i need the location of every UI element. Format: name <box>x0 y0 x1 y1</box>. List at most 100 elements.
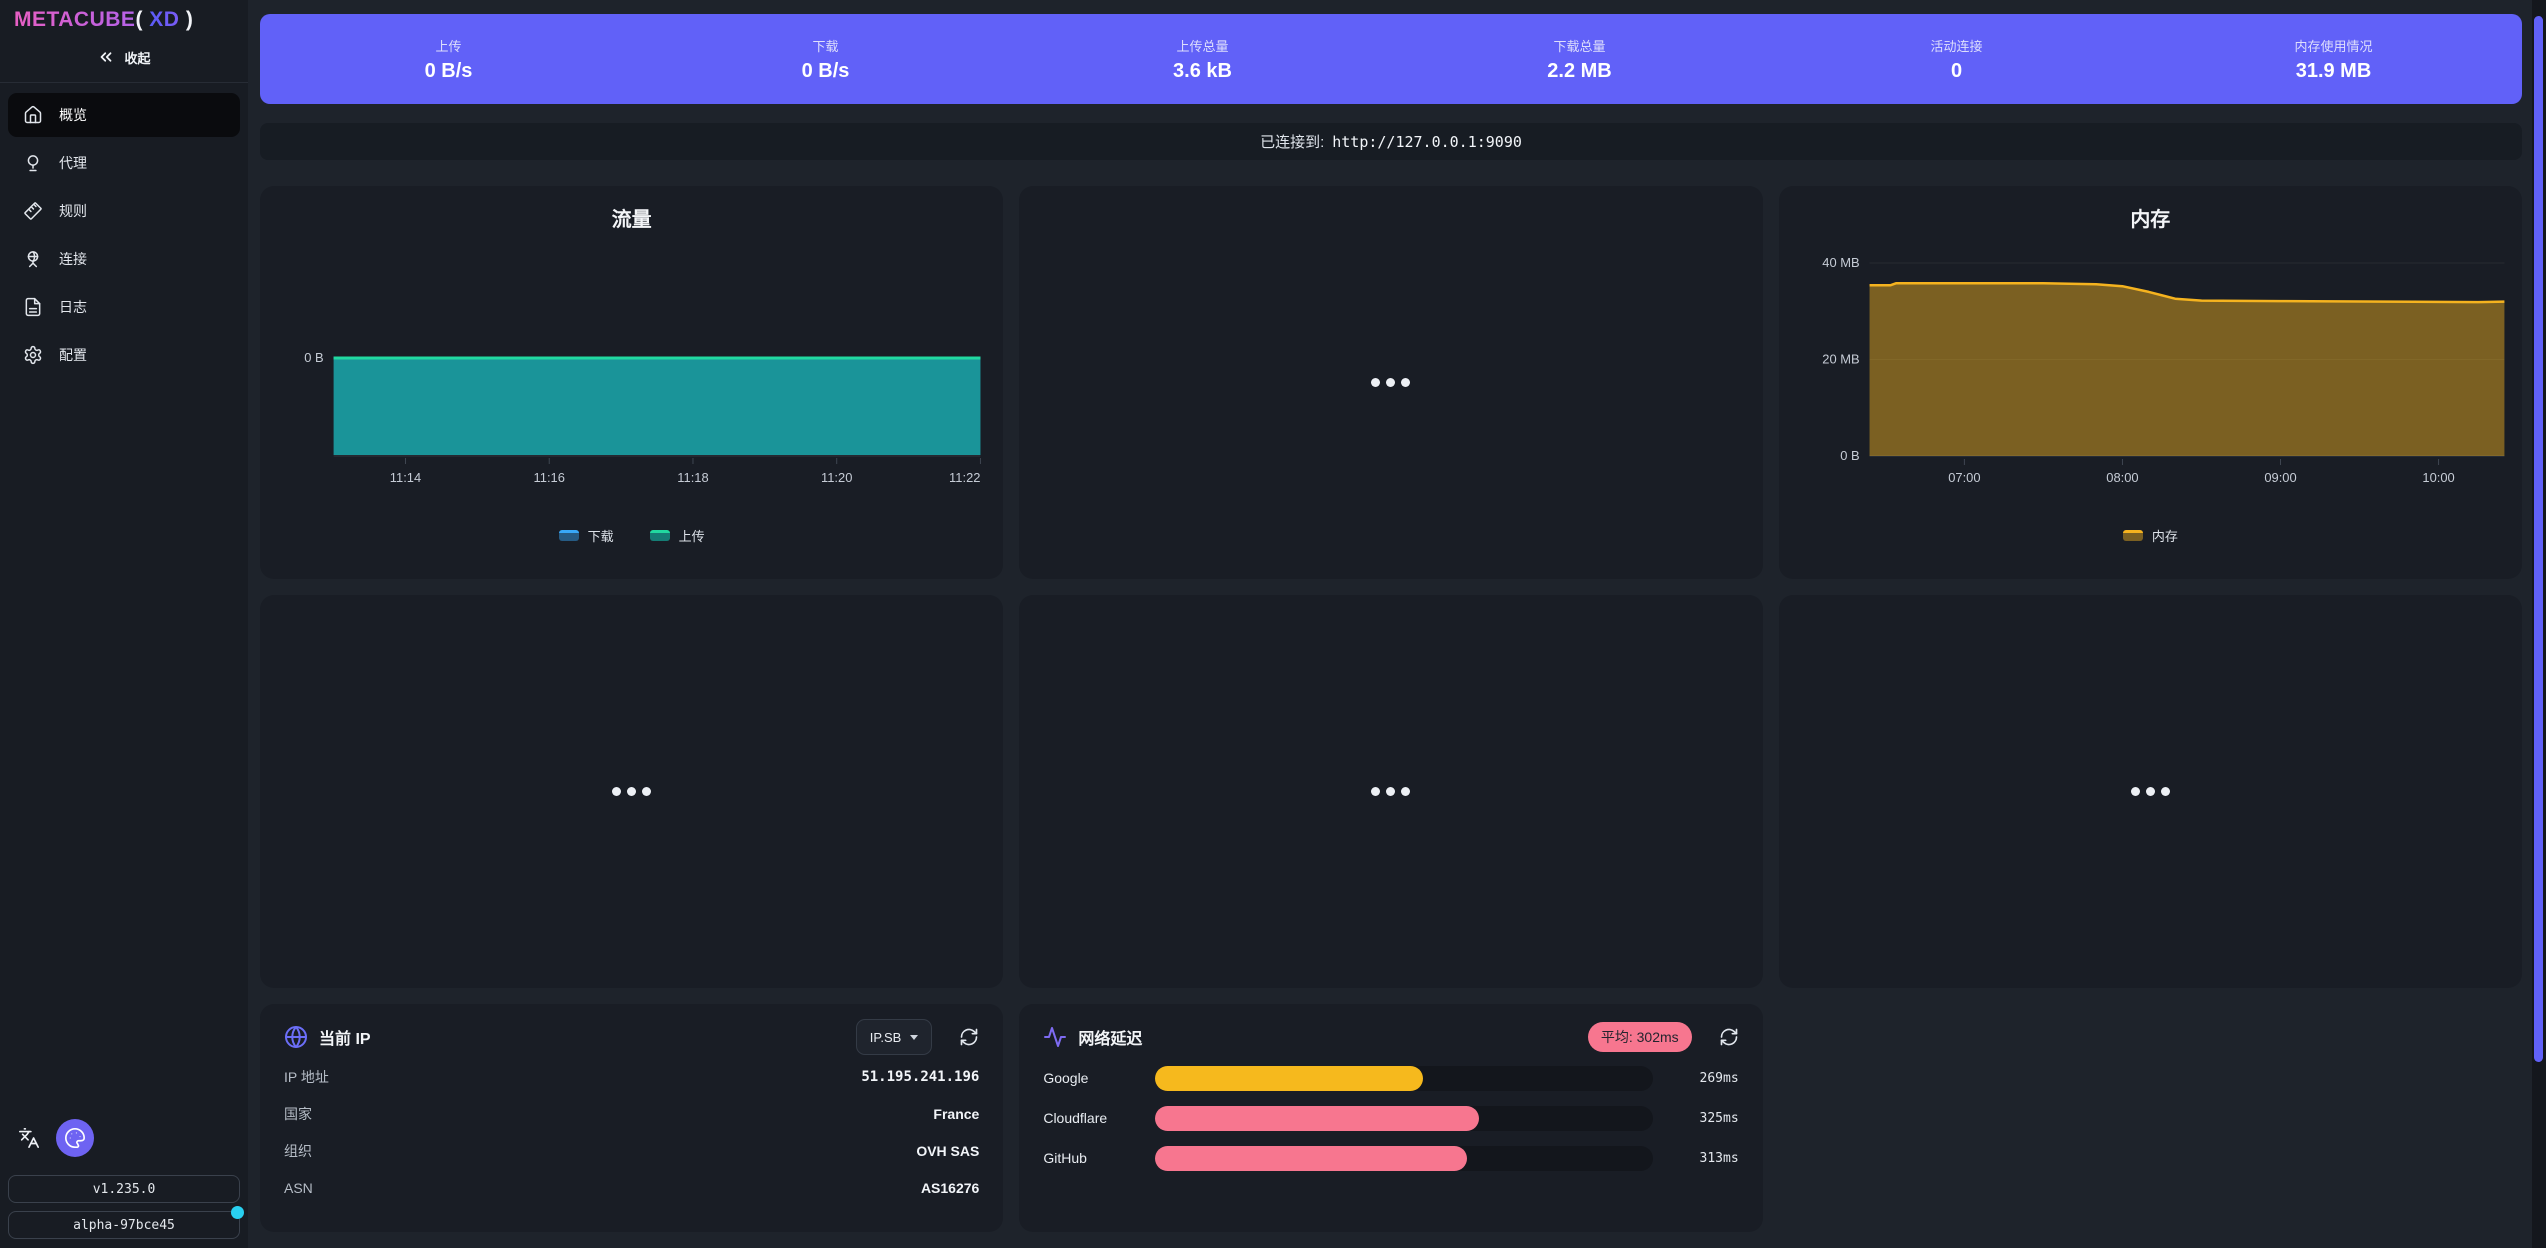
svg-text:0 B: 0 B <box>304 350 323 365</box>
chevron-down-icon <box>910 1034 919 1040</box>
loading-dots <box>2128 783 2173 801</box>
loading-card <box>260 595 1004 988</box>
refresh-icon <box>959 1027 979 1047</box>
legend-swatch <box>2122 530 2143 541</box>
stat-upload-total: 上传总量 3.6 kB <box>1014 14 1391 104</box>
ip-source-selected: IP.SB <box>869 1029 902 1045</box>
sidebar-item-config[interactable]: 配置 <box>8 333 240 377</box>
globe-stand-icon <box>23 249 43 269</box>
stat-label: 内存使用情况 <box>2294 38 2373 54</box>
stat-value: 0 <box>1950 59 1963 82</box>
memory-chart-card: 内存 40 MB 20 MB 0 B 07:00 08:00 09:00 10:00 内存 <box>1778 186 2522 579</box>
loading-dots <box>609 783 654 801</box>
build-version-label: alpha-97bce45 <box>73 1217 175 1233</box>
sidebar-item-label: 配置 <box>59 347 87 363</box>
svg-text:20 MB: 20 MB <box>1822 351 1859 366</box>
stat-label: 下载 <box>812 38 839 54</box>
ip-row-country: 国家 France <box>284 1095 979 1132</box>
sidebar-item-overview[interactable]: 概览 <box>8 93 240 137</box>
row-value: 51.195.241.196 <box>861 1068 980 1085</box>
stat-value: 3.6 kB <box>1173 59 1232 82</box>
theme-palette-button[interactable] <box>56 1119 94 1157</box>
sidebar-item-connections[interactable]: 连接 <box>8 237 240 281</box>
stat-value: 31.9 MB <box>2295 59 2372 82</box>
traffic-chart-card: 流量 0 B 11:14 11:16 11:18 11:20 11:22 下载 上传 <box>260 186 1004 579</box>
row-value: France <box>933 1105 980 1122</box>
ip-refresh-button[interactable] <box>959 1027 979 1047</box>
latency-refresh-button[interactable] <box>1719 1027 1739 1047</box>
svg-text:10:00: 10:00 <box>2422 470 2454 485</box>
sidebar-item-label: 概览 <box>59 107 87 123</box>
svg-text:11:22: 11:22 <box>949 470 980 485</box>
stat-value: 2.2 MB <box>1547 59 1612 82</box>
svg-text:11:14: 11:14 <box>390 470 421 485</box>
row-label: 国家 <box>284 1105 312 1122</box>
svg-text:11:20: 11:20 <box>821 470 852 485</box>
stat-label: 下载总量 <box>1553 38 1606 54</box>
row-label: 组织 <box>284 1142 312 1159</box>
svg-text:07:00: 07:00 <box>1948 470 1980 485</box>
connection-url: http://127.0.0.1:9090 <box>1332 132 1522 151</box>
sidebar: METACUBE( XD ) 收起 概览 代理 <box>0 0 248 1248</box>
vertical-scrollbar[interactable] <box>2532 0 2546 1248</box>
core-version-button[interactable]: v1.235.0 <box>8 1175 240 1203</box>
latency-row-github: GitHub 313ms <box>1043 1138 1739 1178</box>
sidebar-collapse-button[interactable]: 收起 <box>14 44 234 70</box>
latency-target-name: Cloudflare <box>1043 1110 1108 1126</box>
palette-icon <box>64 1127 86 1149</box>
languages-icon <box>18 1127 40 1149</box>
sidebar-item-logs[interactable]: 日志 <box>8 285 240 329</box>
sidebar-collapse-label: 收起 <box>124 50 151 66</box>
ip-row-address: IP 地址 51.195.241.196 <box>284 1058 979 1095</box>
gear-icon <box>23 345 43 365</box>
sidebar-footer: v1.235.0 alpha-97bce45 <box>0 1119 248 1248</box>
latency-bar-track <box>1155 1065 1653 1091</box>
svg-text:40 MB: 40 MB <box>1822 255 1859 270</box>
language-button[interactable] <box>18 1127 40 1149</box>
latency-average-badge: 平均: 302ms <box>1587 1022 1692 1052</box>
latency-target-name: Google <box>1043 1070 1089 1086</box>
build-version-button[interactable]: alpha-97bce45 <box>8 1206 244 1239</box>
sidebar-item-proxies[interactable]: 代理 <box>8 141 240 185</box>
stat-download-total: 下载总量 2.2 MB <box>1391 14 1768 104</box>
stat-label: 活动连接 <box>1930 38 1983 54</box>
traffic-chart-title: 流量 <box>611 209 652 231</box>
sidebar-item-rules[interactable]: 规则 <box>8 189 240 233</box>
legend-label: 下载 <box>587 529 614 544</box>
app-logo[interactable]: METACUBE( XD ) <box>14 8 234 32</box>
scrollbar-thumb[interactable] <box>2534 16 2543 1062</box>
stat-value: 0 B/s <box>424 59 473 82</box>
stat-active-connections: 活动连接 0 <box>1768 14 2145 104</box>
stat-label: 上传 <box>435 38 462 54</box>
legend-swatch <box>558 530 579 541</box>
legend-item[interactable]: 下载 <box>558 526 614 545</box>
latency-target-name: GitHub <box>1043 1150 1087 1166</box>
ip-row-organization: 组织 OVH SAS <box>284 1132 979 1169</box>
legend-item[interactable]: 内存 <box>2122 526 2178 545</box>
logo-paren-open: ( <box>135 8 143 31</box>
legend-label: 内存 <box>2151 529 2178 544</box>
chevrons-left-icon <box>97 48 115 66</box>
stat-value: 0 B/s <box>801 59 850 82</box>
svg-text:08:00: 08:00 <box>2106 470 2138 485</box>
current-ip-card: 当前 IP IP.SB IP 地址 51.195.241.196 国家 Fra <box>260 1004 1004 1232</box>
latency-rows: Google 269ms Cloudflare 325ms GitHub 313ms <box>1043 1058 1739 1178</box>
activity-pulse-icon <box>1043 1025 1067 1049</box>
latency-bar-fill <box>1155 1105 1479 1131</box>
globe-icon <box>284 1025 308 1049</box>
ip-row-asn: ASN AS16276 <box>284 1169 979 1206</box>
core-version-label: v1.235.0 <box>92 1181 156 1197</box>
svg-text:09:00: 09:00 <box>2264 470 2296 485</box>
stat-memory-usage: 内存使用情况 31.9 MB <box>2145 14 2522 104</box>
legend-item[interactable]: 上传 <box>649 526 705 545</box>
logo-text-accent: XD <box>149 8 180 31</box>
latency-row-google: Google 269ms <box>1043 1058 1739 1098</box>
svg-text:0 B: 0 B <box>1840 448 1859 463</box>
stat-label: 上传总量 <box>1176 38 1229 54</box>
ip-source-dropdown[interactable]: IP.SB <box>855 1019 933 1055</box>
latency-bar-track <box>1155 1105 1653 1131</box>
network-latency-card: 网络延迟 平均: 302ms Google 269ms Cloudflare 325m… <box>1019 1004 1763 1232</box>
latency-bar-track <box>1155 1145 1653 1171</box>
current-ip-title: 当前 IP <box>319 1031 371 1048</box>
sidebar-item-label: 连接 <box>59 251 87 267</box>
